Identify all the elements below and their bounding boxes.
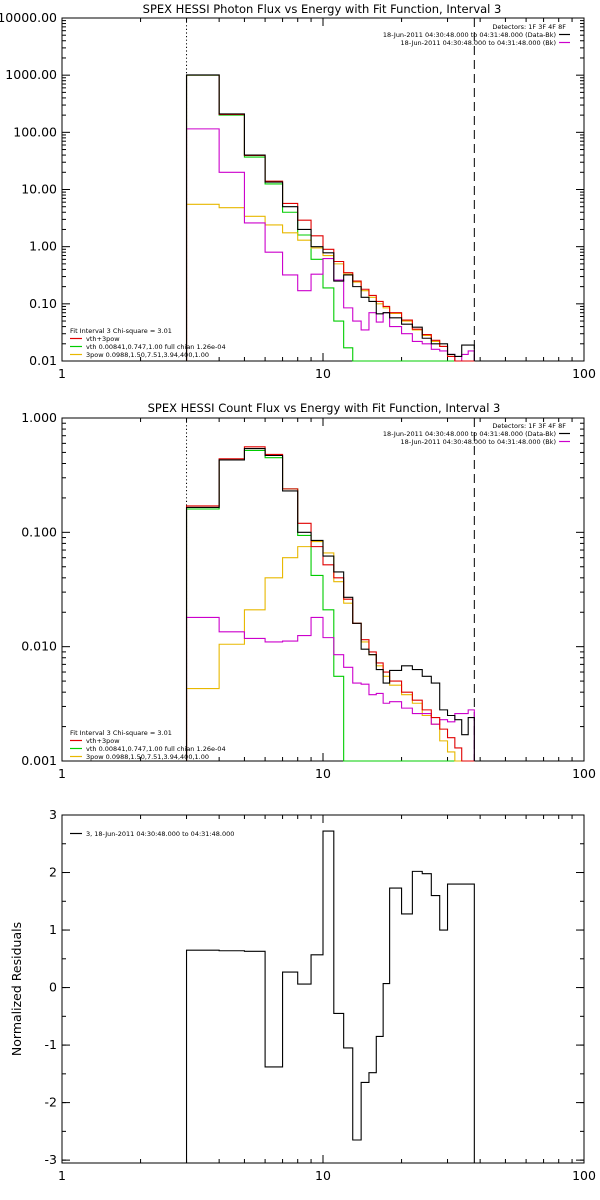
legend-bottom-line: Fit Interval 3 Chi-square = 3.01 bbox=[70, 729, 172, 737]
y-axis-label: Normalized Residuals bbox=[9, 922, 24, 1056]
y-tick-label: -1 bbox=[45, 1037, 57, 1052]
axis-ticks: 1 10 100 0.001 0.010 0.100 1.000 bbox=[21, 410, 596, 781]
series-line bbox=[185, 74, 475, 362]
y-tick-label: 0.10 bbox=[29, 296, 57, 311]
series-line bbox=[185, 446, 475, 762]
x-tick-label: 100 bbox=[572, 766, 596, 781]
y-tick-label: 3 bbox=[49, 807, 57, 822]
series-line bbox=[185, 448, 475, 761]
legend-bottom-line: Fit Interval 3 Chi-square = 3.01 bbox=[70, 327, 172, 335]
count-flux-title: SPEX HESSI Count Flux vs Energy with Fit… bbox=[148, 401, 501, 415]
legend-top: Detectors: 1F 3F 4F 8F 18-Jun-2011 04:30… bbox=[383, 422, 570, 446]
legend-top-line: Detectors: 1F 3F 4F 8F bbox=[492, 422, 566, 430]
y-tick-label: 0.100 bbox=[21, 524, 57, 539]
x-tick-label: 10 bbox=[315, 766, 331, 781]
legend-bottom-line: 3pow 0.0988,1.50,7.51,3.94,400,1.00 bbox=[86, 351, 209, 359]
legend-top-line: Detectors: 1F 3F 4F 8F bbox=[492, 23, 566, 31]
photon-flux-title: SPEX HESSI Photon Flux vs Energy with Fi… bbox=[143, 2, 502, 16]
data-series bbox=[185, 830, 475, 1163]
legend-top: 3, 18-Jun-2011 04:30:48.000 to 04:31:48.… bbox=[70, 830, 234, 838]
y-tick-label: 1.00 bbox=[29, 239, 57, 254]
legend-bottom: Fit Interval 3 Chi-square = 3.01 vth+3po… bbox=[70, 729, 226, 761]
legend-bottom: Fit Interval 3 Chi-square = 3.01 vth+3po… bbox=[70, 327, 226, 359]
y-tick-label: 0.001 bbox=[21, 753, 57, 768]
y-tick-label: 0.010 bbox=[21, 639, 57, 654]
legend-top-line: 18-Jun-2011 04:30:48.000 to 04:31:48.000… bbox=[401, 39, 556, 47]
x-tick-label: 100 bbox=[572, 1168, 596, 1183]
series-line bbox=[185, 128, 475, 362]
series-line bbox=[185, 449, 475, 762]
x-tick-label: 1 bbox=[58, 1168, 66, 1183]
axis-ticks: 1 10 100 -3 -2 -1 0 1 2 3 bbox=[45, 807, 596, 1183]
legend-bottom-line: 3pow 0.0988,1.50,7.51,3.94,400,1.00 bbox=[86, 753, 209, 761]
y-tick-label: -3 bbox=[45, 1152, 57, 1167]
residuals-panel: Normalized Residuals 1 10 100 -3 -2 -1 0 1 2 3 3,… bbox=[9, 807, 596, 1183]
plot-frame bbox=[61, 17, 585, 362]
data-series bbox=[185, 446, 475, 762]
y-tick-label: 1.000 bbox=[21, 410, 57, 425]
y-tick-label: -2 bbox=[45, 1095, 57, 1110]
x-tick-label: 1 bbox=[58, 366, 66, 381]
y-tick-label: 1000.00 bbox=[5, 67, 57, 82]
y-tick-label: 10000.00 bbox=[0, 10, 57, 25]
legend-bottom-line: vth 0.00841,0.747,1.00 full chian 1.26e-… bbox=[86, 343, 226, 351]
legend-top-line: 3, 18-Jun-2011 04:30:48.000 to 04:31:48.… bbox=[86, 830, 234, 838]
y-tick-label: 0.01 bbox=[29, 353, 57, 368]
legend-top: Detectors: 1F 3F 4F 8F 18-Jun-2011 04:30… bbox=[383, 23, 570, 47]
y-tick-label: 100.00 bbox=[13, 124, 57, 139]
range-markers bbox=[186, 418, 475, 761]
legend-top-line: 18-Jun-2011 04:30:48.000 to 04:31:48.000… bbox=[401, 438, 556, 446]
series-line bbox=[185, 74, 475, 362]
legend-bottom-line: vth+3pow bbox=[86, 737, 120, 745]
x-tick-label: 100 bbox=[572, 366, 596, 381]
y-tick-label: 1 bbox=[49, 922, 57, 937]
count-flux-panel: SPEX HESSI Count Flux vs Energy with Fit… bbox=[21, 401, 596, 781]
x-tick-label: 1 bbox=[58, 766, 66, 781]
series-line bbox=[185, 541, 475, 762]
axis-ticks: 1 10 100 0.01 0.10 1.00 10.00 100.00 1000.00 1000… bbox=[0, 10, 596, 381]
x-tick-label: 10 bbox=[315, 366, 331, 381]
legend-bottom-line: vth+3pow bbox=[86, 335, 120, 343]
legend-top-line: 18-Jun-2011 04:30:48.000 to 04:31:48.000… bbox=[383, 31, 556, 39]
y-tick-label: 0 bbox=[49, 980, 57, 995]
y-tick-label: 10.00 bbox=[21, 182, 57, 197]
x-tick-label: 10 bbox=[315, 1168, 331, 1183]
series-line bbox=[185, 74, 475, 361]
y-tick-label: 2 bbox=[49, 865, 57, 880]
legend-top-line: 18-Jun-2011 04:30:48.000 to 04:31:48.000… bbox=[383, 430, 556, 438]
photon-flux-panel: SPEX HESSI Photon Flux vs Energy with Fi… bbox=[0, 2, 596, 381]
data-series bbox=[185, 74, 475, 362]
legend-bottom-line: vth 0.00841,0.747,1.00 full chian 1.26e-… bbox=[86, 745, 226, 753]
range-markers bbox=[186, 18, 475, 361]
series-line bbox=[185, 616, 475, 761]
series-line bbox=[185, 830, 475, 1163]
